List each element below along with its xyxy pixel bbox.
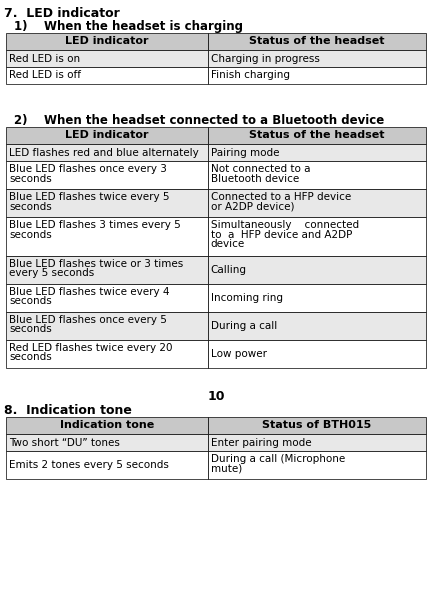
Bar <box>208 417 426 434</box>
Text: Not connected to a: Not connected to a <box>210 164 310 174</box>
Text: 10: 10 <box>207 390 225 403</box>
Text: Red LED is off: Red LED is off <box>9 70 81 81</box>
Bar <box>208 284 426 312</box>
Text: Indication tone: Indication tone <box>60 420 154 430</box>
Bar <box>6 33 208 50</box>
Bar <box>6 284 208 312</box>
Text: Red LED is on: Red LED is on <box>9 53 80 63</box>
Text: During a call (Microphone: During a call (Microphone <box>210 454 345 464</box>
Text: LED indicator: LED indicator <box>65 130 149 140</box>
Text: 7.  LED indicator: 7. LED indicator <box>4 7 120 20</box>
Text: seconds: seconds <box>9 230 52 240</box>
Text: seconds: seconds <box>9 324 52 334</box>
Bar <box>6 67 208 84</box>
Bar <box>6 127 208 144</box>
Text: Incoming ring: Incoming ring <box>210 293 283 303</box>
Text: Bluetooth device: Bluetooth device <box>210 173 299 184</box>
Text: seconds: seconds <box>9 173 52 184</box>
Bar <box>208 50 426 67</box>
Text: Blue LED flashes twice every 4: Blue LED flashes twice every 4 <box>9 287 169 297</box>
Text: Connected to a HFP device: Connected to a HFP device <box>210 192 351 202</box>
Bar <box>6 161 208 189</box>
Text: Status of the headset: Status of the headset <box>249 37 384 47</box>
Bar <box>208 127 426 144</box>
Text: Pairing mode: Pairing mode <box>210 147 279 157</box>
Bar <box>208 161 426 189</box>
Text: 8.  Indication tone: 8. Indication tone <box>4 404 132 417</box>
Text: every 5 seconds: every 5 seconds <box>9 269 94 278</box>
Bar <box>6 144 208 161</box>
Bar <box>208 340 426 368</box>
Text: 1)    When the headset is charging: 1) When the headset is charging <box>14 20 243 33</box>
Bar <box>208 217 426 256</box>
Text: Simultaneously    connected: Simultaneously connected <box>210 220 359 230</box>
Text: LED indicator: LED indicator <box>65 37 149 47</box>
Bar <box>208 312 426 340</box>
Text: Emits 2 tones every 5 seconds: Emits 2 tones every 5 seconds <box>9 460 169 470</box>
Bar <box>208 33 426 50</box>
Bar <box>6 340 208 368</box>
Text: Blue LED flashes twice or 3 times: Blue LED flashes twice or 3 times <box>9 259 183 269</box>
Text: seconds: seconds <box>9 201 52 211</box>
Bar <box>6 189 208 217</box>
Text: 2)    When the headset connected to a Bluetooth device: 2) When the headset connected to a Bluet… <box>14 114 384 127</box>
Text: seconds: seconds <box>9 297 52 307</box>
Text: Finish charging: Finish charging <box>210 70 289 81</box>
Bar <box>208 434 426 451</box>
Text: Blue LED flashes once every 5: Blue LED flashes once every 5 <box>9 315 167 325</box>
Text: Enter pairing mode: Enter pairing mode <box>210 437 311 448</box>
Bar <box>6 434 208 451</box>
Text: LED flashes red and blue alternately: LED flashes red and blue alternately <box>9 147 199 157</box>
Text: Two short “DU” tones: Two short “DU” tones <box>9 437 120 448</box>
Text: Status of the headset: Status of the headset <box>249 130 384 140</box>
Bar <box>208 189 426 217</box>
Bar <box>6 50 208 67</box>
Text: Red LED flashes twice every 20: Red LED flashes twice every 20 <box>9 343 172 353</box>
Text: Blue LED flashes twice every 5: Blue LED flashes twice every 5 <box>9 192 169 202</box>
Bar <box>6 312 208 340</box>
Text: Blue LED flashes once every 3: Blue LED flashes once every 3 <box>9 164 167 174</box>
Text: Status of BTH015: Status of BTH015 <box>262 420 372 430</box>
Text: Blue LED flashes 3 times every 5: Blue LED flashes 3 times every 5 <box>9 220 181 230</box>
Text: to  a  HFP device and A2DP: to a HFP device and A2DP <box>210 230 352 240</box>
Text: device: device <box>210 239 245 249</box>
Text: seconds: seconds <box>9 352 52 362</box>
Text: During a call: During a call <box>210 321 277 331</box>
Bar <box>208 451 426 479</box>
Bar <box>6 217 208 256</box>
Bar <box>6 256 208 284</box>
Bar <box>208 67 426 84</box>
Text: Low power: Low power <box>210 349 267 359</box>
Bar <box>208 256 426 284</box>
Bar <box>6 451 208 479</box>
Text: mute): mute) <box>210 464 242 474</box>
Text: or A2DP device): or A2DP device) <box>210 201 294 211</box>
Bar <box>6 417 208 434</box>
Bar <box>208 144 426 161</box>
Text: Charging in progress: Charging in progress <box>210 53 320 63</box>
Text: Calling: Calling <box>210 265 247 275</box>
